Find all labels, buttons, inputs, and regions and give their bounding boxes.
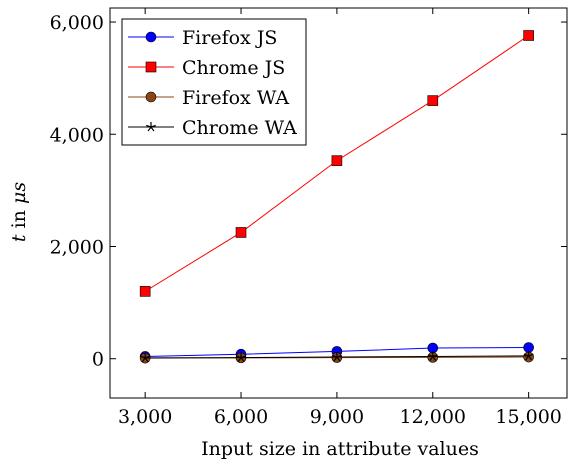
axes-frame [109, 7, 568, 399]
x-axis-label: Input size in attribute values [201, 438, 479, 460]
data-point [523, 30, 534, 41]
y-axis: 0 2,000 4,000 6,000 [50, 12, 567, 371]
legend-entry: Firefox JS [182, 27, 277, 49]
y-tick-label: 0 [92, 349, 104, 371]
x-tick-label: 6,000 [214, 406, 268, 428]
legend-marker [145, 61, 157, 73]
axes-box [109, 7, 568, 399]
data-point [331, 352, 342, 362]
y-axis-label-text: in [8, 204, 30, 234]
y-axis-label-unit: μs [8, 182, 30, 204]
y-axis-label: t in μs [8, 182, 30, 242]
data-point [331, 155, 343, 166]
data-point [140, 352, 151, 363]
data-point [139, 286, 151, 297]
y-tick-label: 6,000 [50, 12, 104, 34]
data-point [235, 227, 247, 238]
data-point [427, 95, 439, 106]
y-tick-label: 4,000 [50, 124, 104, 146]
legend-marker [145, 31, 157, 43]
y-tick-label: 2,000 [50, 236, 104, 258]
legend-entry: Chrome JS [182, 57, 285, 79]
x-tick-label: 3,000 [118, 406, 172, 428]
legend-marker [145, 91, 157, 103]
data-point [236, 352, 246, 362]
x-tick-label: 9,000 [310, 406, 364, 428]
legend: Firefox JS Chrome JS Firefox WA Chrome WA [121, 18, 307, 146]
y-axis-label-variable: t [8, 234, 30, 242]
x-axis: 3,000 6,000 9,000 12,000 15,000 [118, 8, 562, 428]
series [139, 30, 534, 297]
series [140, 350, 534, 363]
x-tick-label: 15,000 [495, 406, 561, 428]
legend-entry: Firefox WA [182, 87, 289, 109]
x-tick-label: 12,000 [400, 406, 466, 428]
legend-marker [146, 122, 156, 132]
plot-area [139, 30, 534, 364]
legend-entry: Chrome WA [182, 117, 297, 139]
data-point [427, 351, 438, 361]
data-point [523, 350, 534, 361]
